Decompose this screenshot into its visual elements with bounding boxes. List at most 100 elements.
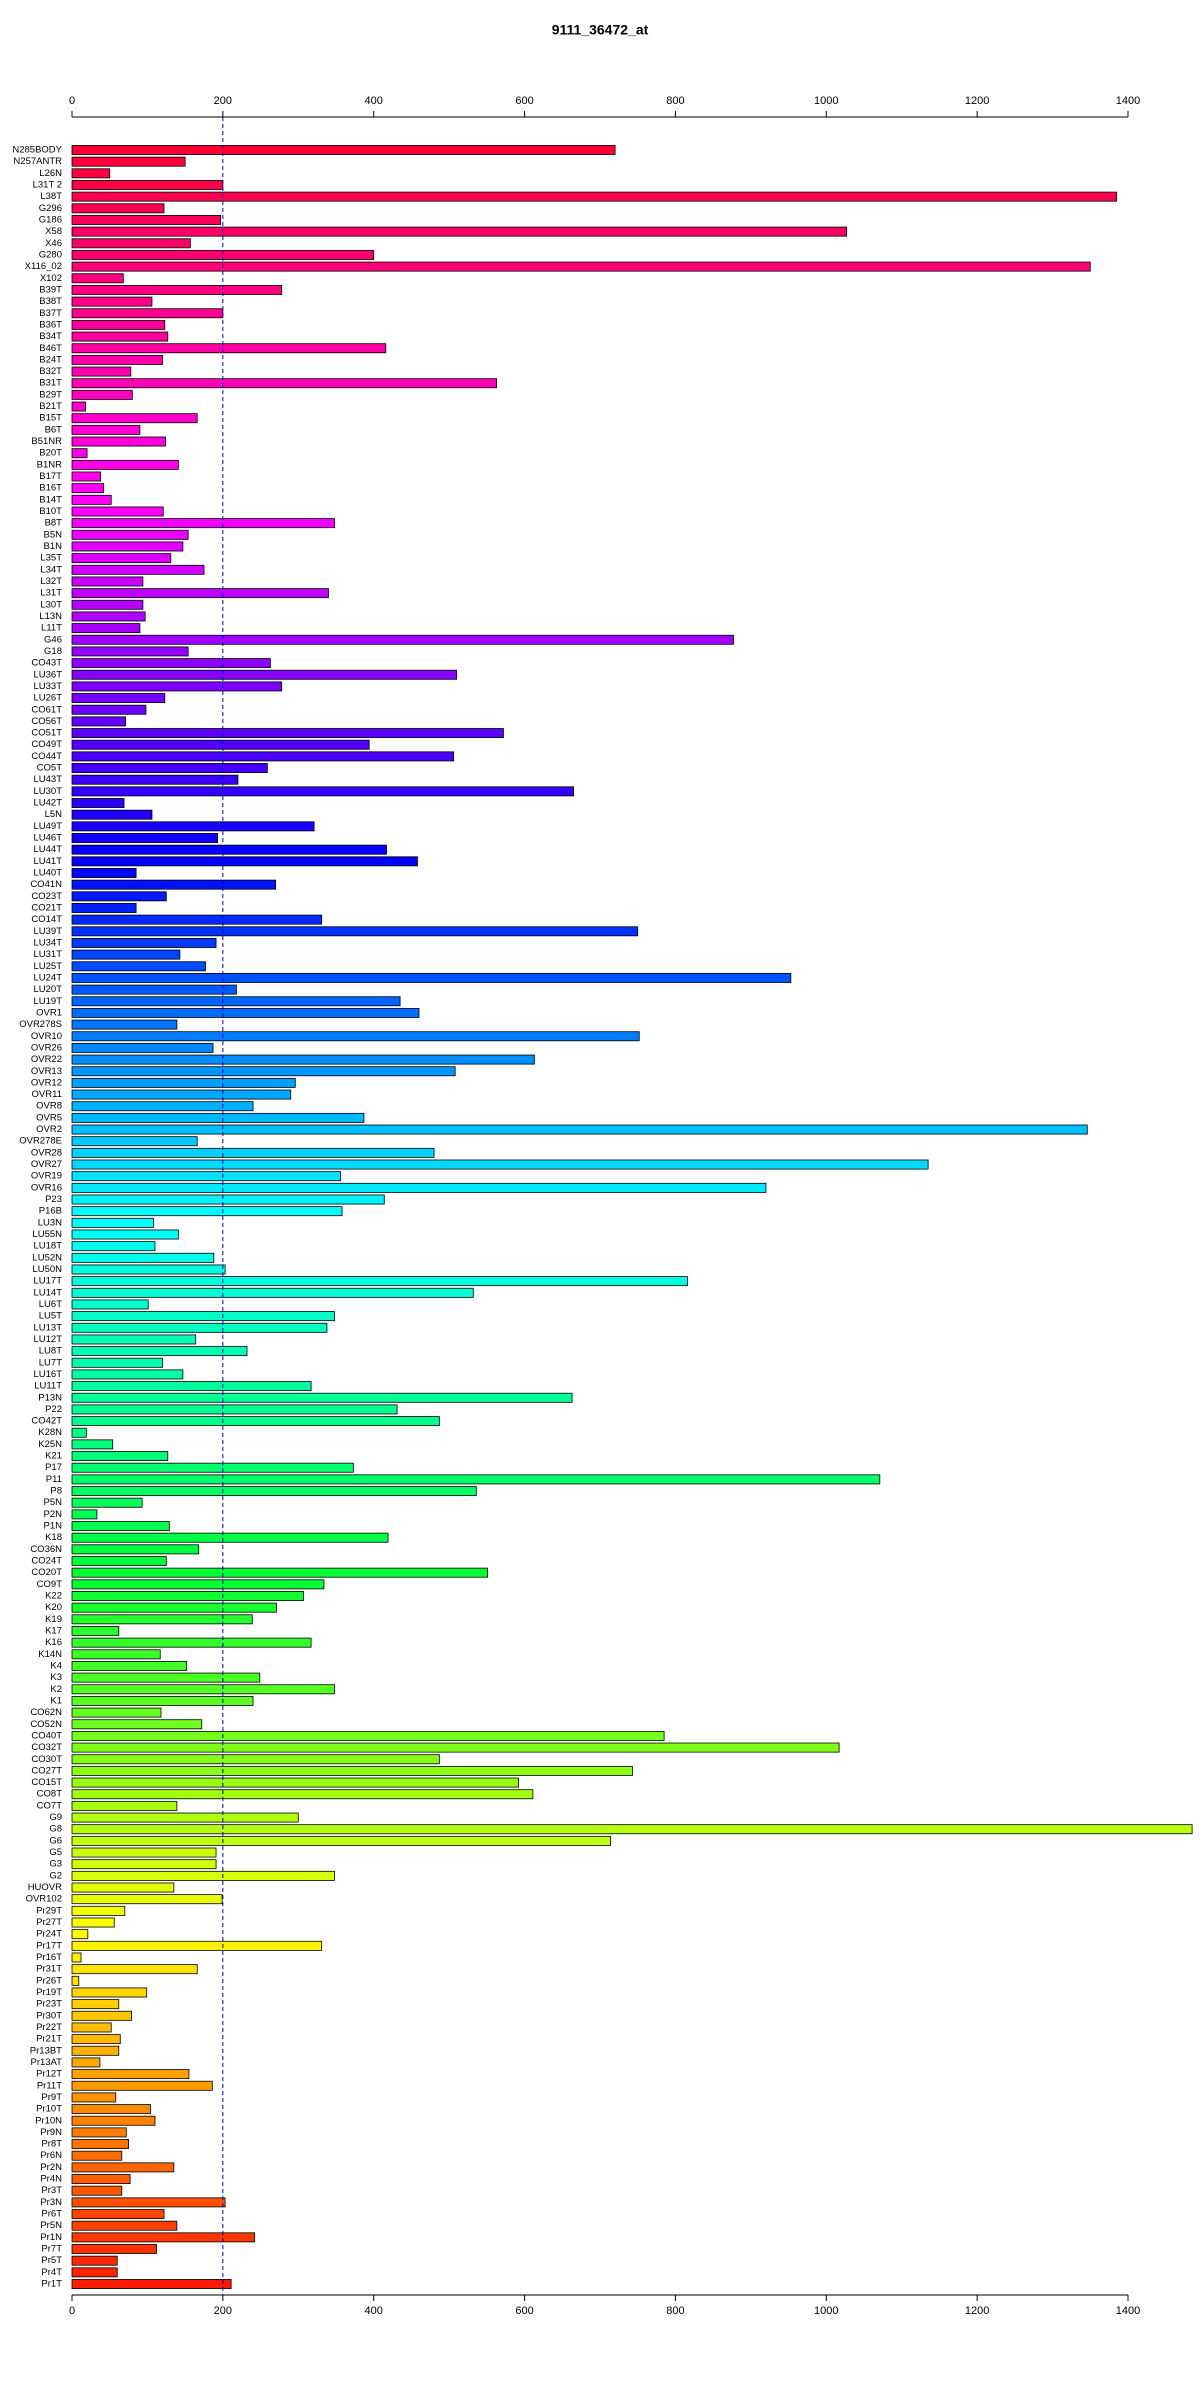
bar	[71, 1497, 143, 1508]
bar	[71, 1439, 114, 1450]
y-tick-label: Pr5N	[40, 2220, 62, 2231]
y-tick-label: CO32T	[31, 1742, 62, 1753]
bar	[71, 1999, 120, 2010]
y-tick-label: LU18T	[33, 1241, 62, 1252]
bar	[71, 2267, 118, 2278]
y-tick-label: OVR278S	[19, 1019, 62, 1030]
x-tick-label: 400	[365, 2305, 383, 2317]
y-tick-label: Pr22T	[36, 2022, 62, 2033]
y-tick-label: L31T 2	[33, 179, 62, 190]
y-tick-label: CO36N	[30, 1544, 62, 1555]
bar	[71, 1392, 573, 1403]
bar	[71, 2092, 117, 2103]
y-tick-label: G6	[49, 1835, 62, 1846]
y-tick-label: P2N	[44, 1509, 63, 1520]
y-tick-label: L11T	[41, 623, 62, 634]
y-tick-label: G186	[39, 214, 62, 225]
bar	[71, 2010, 132, 2021]
y-tick-label: LU20T	[33, 984, 62, 995]
bar	[71, 1252, 215, 1263]
y-tick-label: G5	[49, 1847, 62, 1858]
bar	[71, 238, 191, 249]
bar	[71, 949, 181, 960]
y-tick-label: LU40T	[33, 868, 62, 879]
y-tick-label: Pr13AT	[30, 2057, 62, 2068]
x-tick-label: 200	[214, 95, 232, 107]
bar	[71, 506, 164, 517]
bar	[71, 448, 88, 459]
bar	[71, 366, 132, 377]
bar	[71, 2139, 129, 2150]
y-tick-label: B14T	[39, 494, 62, 505]
bar	[71, 1719, 203, 1730]
bar	[71, 2150, 123, 2161]
bar	[71, 273, 124, 284]
y-tick-label: K21	[45, 1451, 62, 1462]
bar	[71, 168, 111, 179]
bar	[71, 284, 283, 295]
y-tick-label: LU8T	[39, 1346, 62, 1357]
y-tick-label: B46T	[39, 343, 62, 354]
x-tick-label: 1400	[1116, 2305, 1140, 2317]
y-tick-label: OVR5	[36, 1112, 62, 1123]
bar	[71, 436, 166, 447]
y-tick-label: OVR1	[36, 1007, 62, 1018]
y-tick-label: Pr9N	[40, 2127, 62, 2138]
bar	[71, 1952, 82, 1963]
y-tick-label: LU31T	[33, 949, 62, 960]
x-tick-label: 200	[214, 2305, 232, 2317]
bar	[71, 2162, 175, 2173]
bar	[71, 2185, 123, 2196]
x-tick-label: 1000	[814, 2305, 838, 2317]
y-tick-label: Pr5T	[41, 2255, 62, 2266]
y-tick-label: K16	[45, 1637, 62, 1648]
bar	[71, 1287, 474, 1298]
bar	[71, 2279, 232, 2289]
y-tick-label: K17	[45, 1625, 62, 1636]
bar	[71, 1870, 335, 1881]
bar	[71, 1544, 200, 1555]
bar	[71, 1521, 170, 1531]
bar	[71, 191, 1118, 202]
y-tick-label: K3	[50, 1672, 62, 1683]
y-tick-label: OVR27	[31, 1159, 62, 1170]
bar	[71, 1509, 98, 1520]
y-tick-label: LU39T	[33, 926, 62, 937]
y-tick-label: L35T	[40, 553, 62, 564]
y-tick-label: CO9T	[37, 1579, 63, 1590]
bar	[71, 1602, 277, 1613]
y-tick-label: LU33T	[33, 681, 62, 692]
y-tick-label: P5N	[44, 1497, 63, 1508]
y-tick-label: Pr21T	[36, 2034, 62, 2045]
bar	[71, 378, 498, 389]
y-tick-label: G3	[49, 1859, 62, 1870]
y-tick-label: Pr4N	[40, 2174, 62, 2185]
bar	[71, 2255, 118, 2266]
bar	[71, 226, 848, 237]
bar	[71, 1800, 178, 1811]
y-tick-label: X46	[45, 238, 62, 249]
bar	[71, 553, 172, 564]
y-tick-label: P13N	[38, 1392, 62, 1403]
y-tick-label: LU16T	[33, 1369, 62, 1380]
y-tick-label: CO42T	[31, 1416, 62, 1427]
bar	[71, 1929, 89, 1940]
bar	[71, 2115, 156, 2126]
y-tick-label: LU25T	[33, 961, 62, 972]
bar	[71, 1147, 435, 1158]
y-tick-label: Pr4T	[41, 2267, 62, 2278]
y-tick-label: CO41N	[30, 879, 62, 890]
bar	[71, 1042, 214, 1053]
y-tick-label: OVR26	[31, 1042, 62, 1053]
y-tick-label: B24T	[39, 354, 62, 365]
bar	[71, 529, 189, 540]
y-tick-label: OVR12	[31, 1077, 62, 1088]
bar	[71, 2080, 213, 2091]
bar	[71, 1684, 335, 1695]
y-tick-label: K25N	[38, 1439, 62, 1450]
x-tick-label: 0	[69, 2305, 75, 2317]
bar	[71, 1311, 335, 1322]
y-tick-label: G9	[49, 1812, 62, 1823]
x-tick-label: 400	[365, 95, 383, 107]
